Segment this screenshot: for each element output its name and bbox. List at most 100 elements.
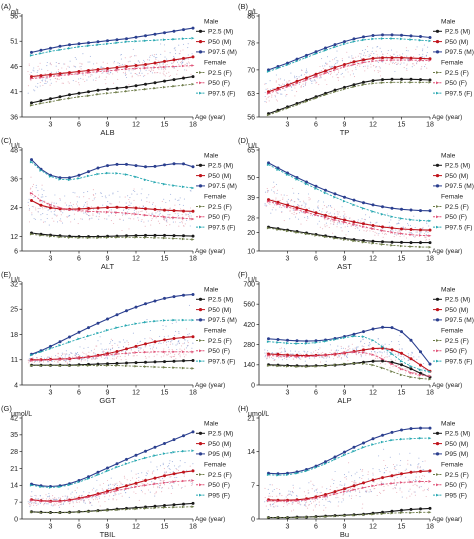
scatter-point-male bbox=[174, 335, 176, 337]
scatter-point-male bbox=[151, 72, 153, 74]
scatter-point-female bbox=[331, 206, 333, 208]
series-point bbox=[96, 172, 100, 176]
series-point bbox=[409, 470, 413, 474]
scatter-point-male bbox=[147, 65, 149, 67]
scatter-point-male bbox=[333, 213, 336, 215]
scatter-point-female bbox=[381, 354, 383, 356]
scatter-point-male bbox=[264, 203, 266, 205]
scatter-point-female bbox=[348, 462, 350, 464]
legend-swatch-marker bbox=[436, 473, 440, 476]
scatter-point-female bbox=[319, 356, 321, 358]
scatter-point-female bbox=[339, 216, 341, 218]
scatter-point-male bbox=[335, 63, 337, 65]
series-point bbox=[182, 335, 185, 339]
scatter-point-male bbox=[149, 345, 151, 347]
x-tick-label: 3 bbox=[49, 256, 53, 263]
scatter-point-male bbox=[187, 58, 189, 60]
scatter-point-male bbox=[394, 353, 396, 355]
scatter-point-male bbox=[409, 452, 411, 454]
scatter-point-male bbox=[84, 338, 86, 340]
series-point bbox=[267, 337, 270, 341]
scatter-point-male bbox=[291, 494, 293, 496]
scatter-point-female bbox=[77, 223, 79, 225]
scatter-point-male bbox=[75, 353, 78, 355]
scatter-point-female bbox=[86, 354, 88, 356]
legend-swatch-marker bbox=[199, 215, 203, 219]
scatter-point-female bbox=[127, 342, 129, 344]
series-point bbox=[191, 238, 195, 241]
scatter-point-male bbox=[174, 57, 176, 59]
series-point bbox=[419, 469, 422, 473]
series-point bbox=[409, 371, 413, 375]
scatter-point-male bbox=[408, 355, 410, 357]
series-point bbox=[418, 510, 422, 514]
scatter-point-male bbox=[75, 353, 77, 356]
series-point bbox=[191, 501, 195, 505]
series-point bbox=[49, 97, 52, 101]
scatter-point-male bbox=[408, 479, 410, 481]
legend-group-label: Male bbox=[204, 152, 219, 159]
scatter-point-female bbox=[268, 100, 270, 102]
scatter-point-male bbox=[83, 501, 85, 503]
scatter-point-male bbox=[83, 192, 85, 194]
scatter-point-female bbox=[322, 356, 324, 358]
scatter-point-male bbox=[278, 357, 280, 359]
scatter-point-male bbox=[424, 66, 426, 68]
legend-swatch-marker bbox=[436, 483, 440, 487]
series-point bbox=[362, 481, 365, 485]
series-point bbox=[428, 480, 432, 483]
series-point bbox=[134, 84, 138, 88]
scatter-point-male bbox=[318, 209, 321, 211]
series-point bbox=[333, 45, 337, 49]
series-point bbox=[267, 161, 270, 165]
scatter-point-male bbox=[304, 216, 306, 218]
series-point bbox=[105, 353, 109, 357]
scatter-point-male bbox=[364, 351, 366, 353]
scatter-point-female bbox=[309, 74, 311, 76]
series-point bbox=[68, 93, 71, 97]
series-point bbox=[323, 191, 327, 195]
series-point bbox=[96, 473, 100, 477]
scatter-point-female bbox=[304, 82, 307, 84]
scatter-point-female bbox=[173, 62, 175, 64]
series-point bbox=[380, 366, 384, 370]
scatter-point-male bbox=[364, 49, 366, 51]
scatter-point-female bbox=[79, 210, 81, 212]
scatter-point-female bbox=[336, 77, 338, 79]
series-point bbox=[418, 81, 422, 84]
scatter-point-female bbox=[163, 468, 165, 470]
series-point bbox=[77, 45, 81, 49]
series-point bbox=[276, 341, 280, 344]
series-point bbox=[39, 511, 43, 514]
scatter-point-male bbox=[377, 61, 379, 63]
series-line bbox=[31, 27, 194, 53]
series-point bbox=[191, 350, 195, 354]
series-point bbox=[266, 70, 270, 73]
scatter-point-male bbox=[36, 357, 38, 359]
age-axis-label: Age (year) bbox=[195, 248, 225, 255]
series-point bbox=[134, 344, 138, 348]
scatter-point-female bbox=[393, 468, 395, 470]
legend-group-label: Male bbox=[441, 152, 456, 159]
series-point bbox=[390, 352, 394, 356]
series-point bbox=[115, 235, 119, 239]
legend-entry-label: P97.5 (M) bbox=[208, 317, 237, 324]
y-tick-label: 6 bbox=[14, 248, 18, 255]
scatter-point-female bbox=[135, 492, 137, 495]
series-point bbox=[371, 347, 375, 351]
scatter-point-female bbox=[129, 56, 131, 58]
series-point bbox=[96, 92, 100, 96]
scatter-point-male bbox=[107, 71, 109, 73]
scatter-point-female bbox=[325, 507, 327, 509]
scatter-point-female bbox=[146, 201, 148, 203]
series-point bbox=[314, 365, 318, 368]
scatter-point-male bbox=[320, 77, 322, 79]
scatter-point-female bbox=[42, 221, 45, 223]
scatter-point-male bbox=[150, 461, 152, 463]
scatter-point-female bbox=[421, 478, 423, 480]
scatter-point-male bbox=[165, 481, 167, 484]
scatter-point-male bbox=[182, 204, 184, 206]
scatter-point-female bbox=[35, 501, 37, 503]
series-line bbox=[31, 159, 194, 179]
scatter-point-male bbox=[102, 204, 104, 206]
